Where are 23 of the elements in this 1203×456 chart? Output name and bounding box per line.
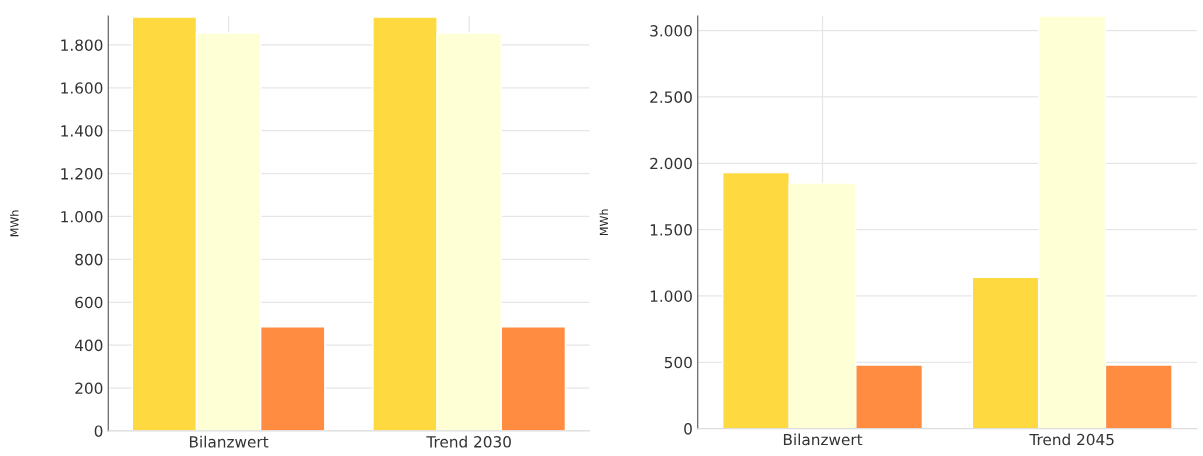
y-tick-label: 0 xyxy=(684,423,692,435)
y-tick-label: 400 xyxy=(74,339,103,352)
x-tick-label: Bilanzwert xyxy=(189,435,269,448)
y-tick-label: 1.200 xyxy=(61,168,103,180)
y-tick-label: 2.500 xyxy=(650,91,692,103)
y-tick-label: 200 xyxy=(75,382,103,395)
y-tick-label: 1.000 xyxy=(650,290,692,302)
y-axis-title: MWh xyxy=(599,209,608,236)
y-tick-label: 0 xyxy=(94,425,103,437)
y-tick-label: 1.400 xyxy=(61,125,103,137)
y-tick-label: 600 xyxy=(75,296,103,309)
x-tick-label: Bilanzwert xyxy=(783,433,863,446)
y-tick-label: 3.000 xyxy=(650,25,692,37)
x-tick-label: Trend 2030 xyxy=(426,435,511,448)
y-tick-label: 2.000 xyxy=(650,157,692,170)
y-tick-label: 800 xyxy=(75,253,103,266)
y-tick-label: 1.800 xyxy=(61,39,103,51)
y-tick-label: 1.000 xyxy=(61,210,103,223)
y-tick-label: 1.500 xyxy=(650,224,692,236)
y-tick-label: 500 xyxy=(664,356,692,369)
x-tick-label: Trend 2045 xyxy=(1029,433,1114,446)
y-axis-title: MWh xyxy=(10,210,19,237)
y-tick-label: 1.600 xyxy=(61,82,103,94)
